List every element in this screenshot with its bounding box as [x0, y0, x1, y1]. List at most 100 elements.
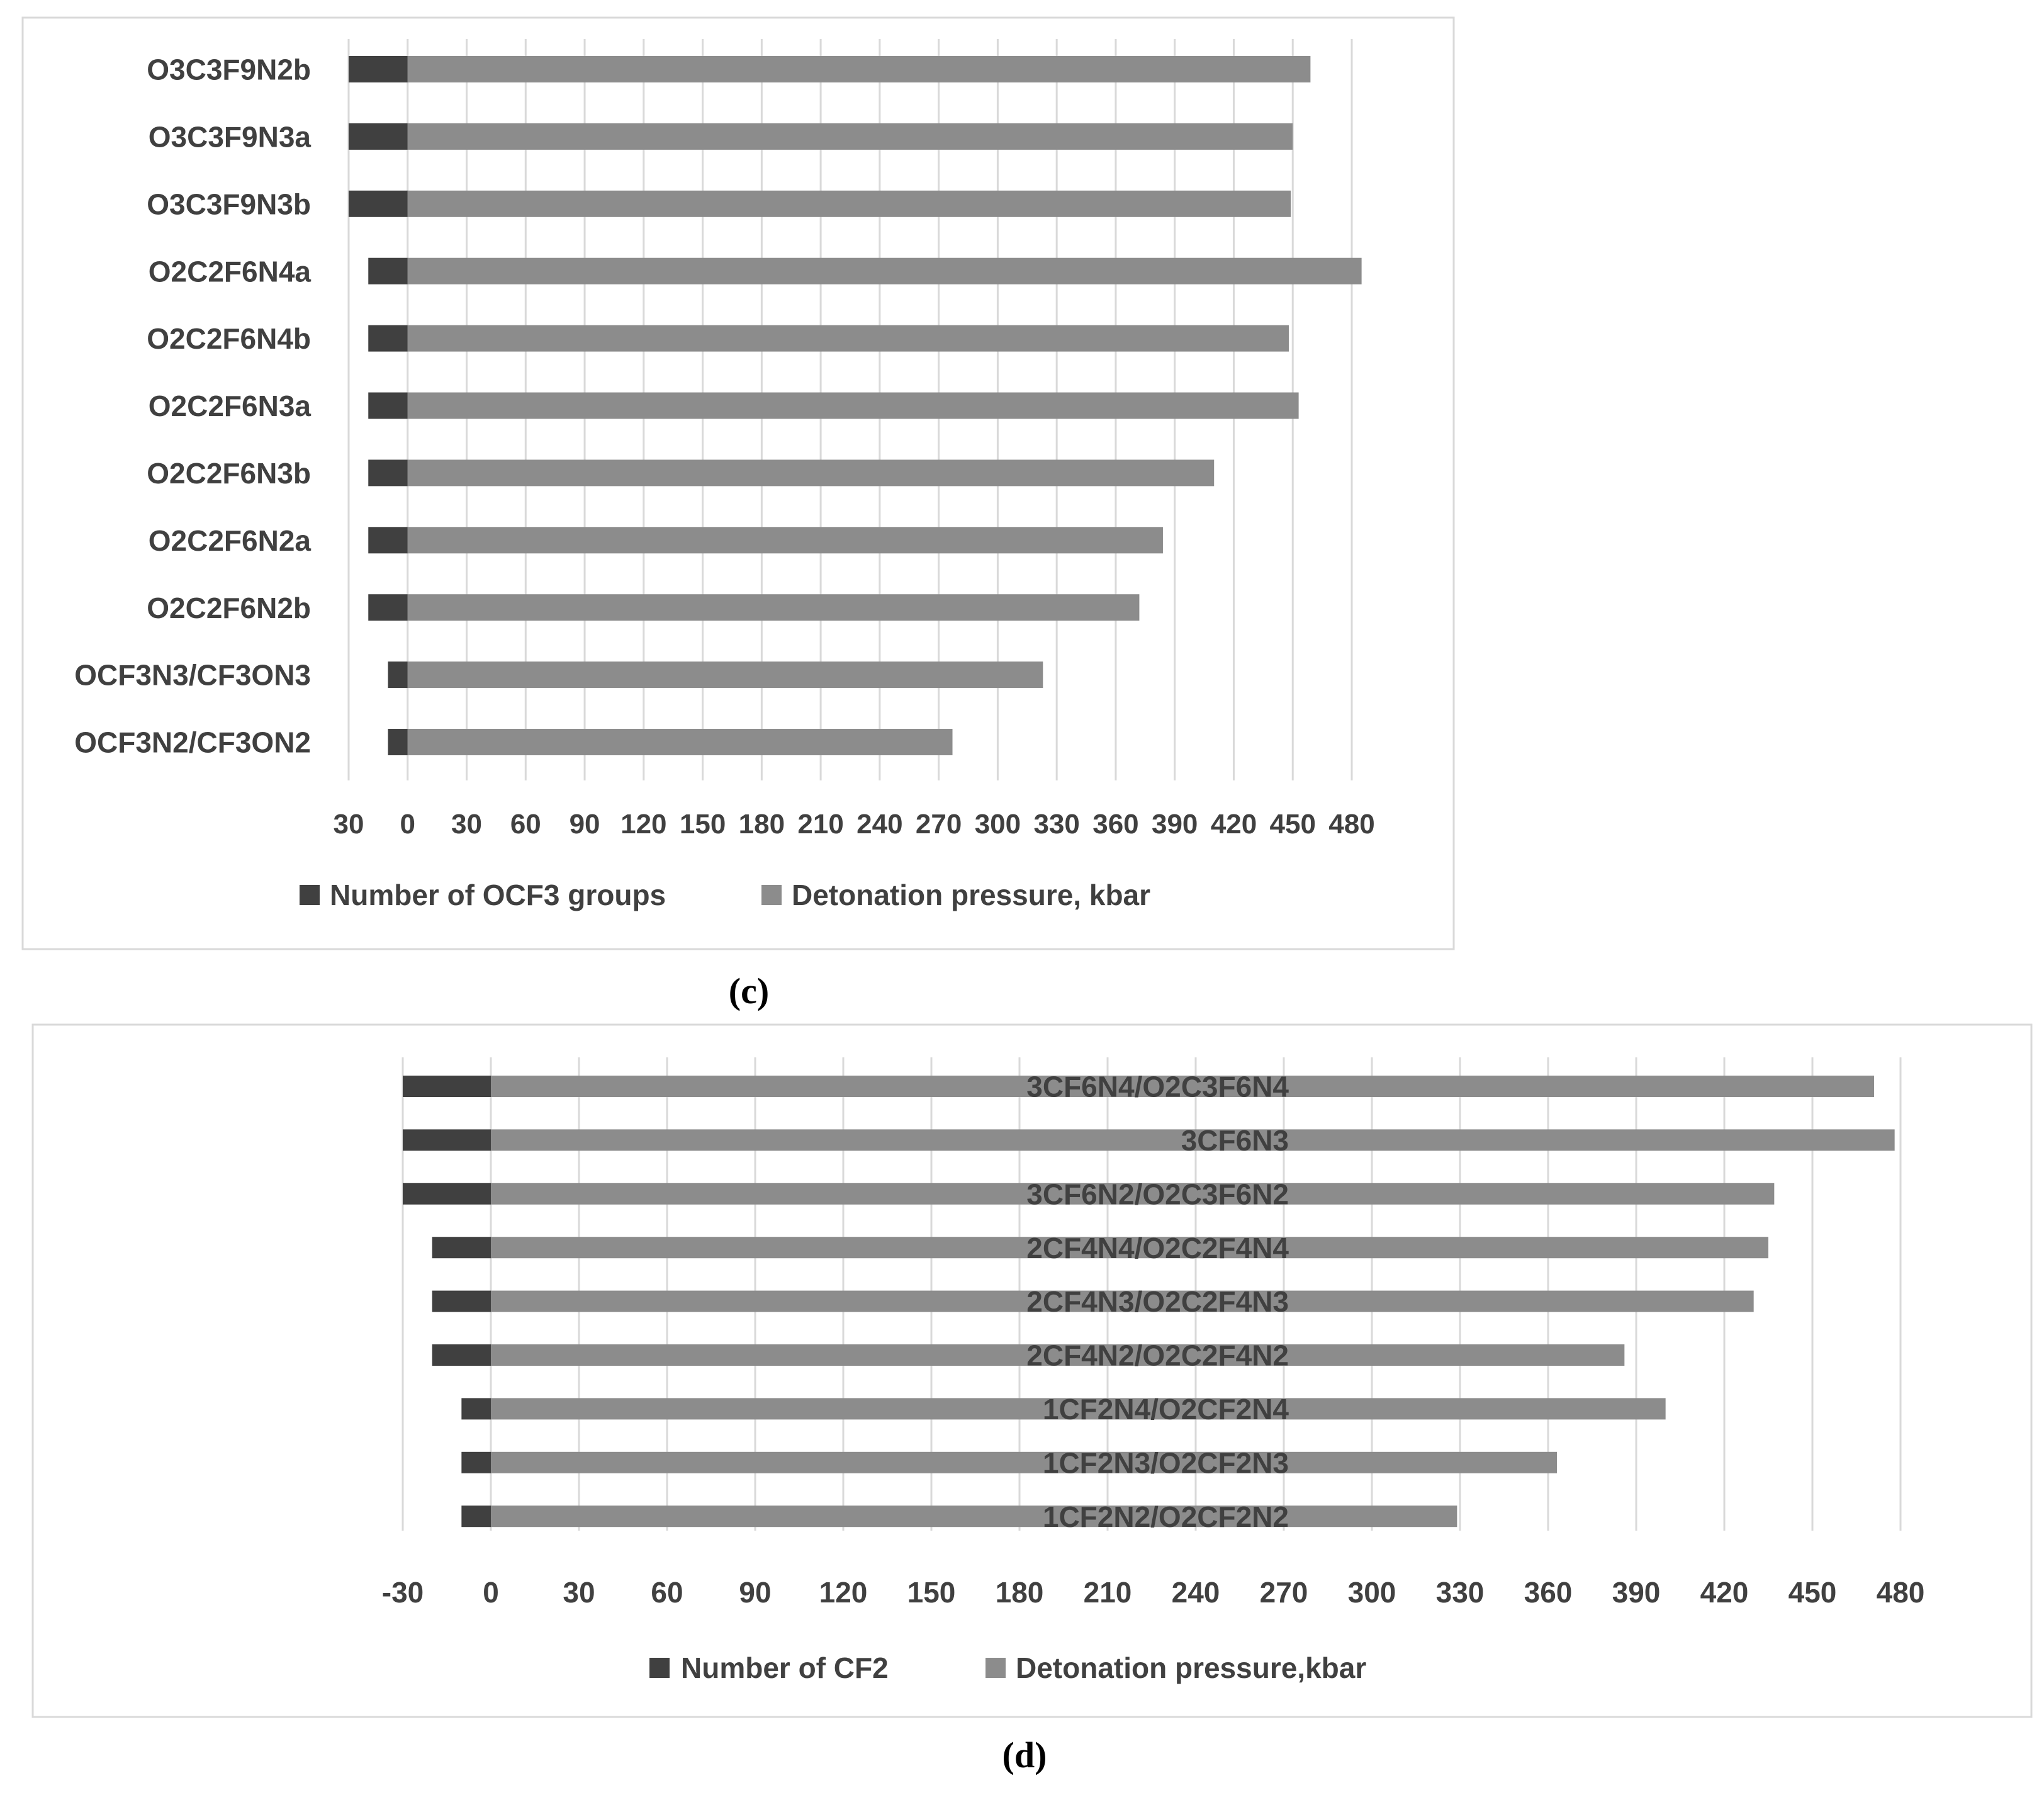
x-tick-label: 180 — [739, 809, 785, 840]
x-tick-label: 480 — [1877, 1576, 1925, 1609]
x-tick-label: 270 — [1260, 1576, 1308, 1609]
panel-d-legend: Number of CF2 Detonation pressure,kbar — [649, 1652, 1366, 1684]
x-tick-label: 360 — [1524, 1576, 1573, 1609]
bar-series2 — [407, 594, 1140, 621]
category-label: O2C2F6N3a — [149, 390, 312, 422]
bar-series2 — [407, 325, 1289, 352]
x-tick-label: 300 — [975, 809, 1021, 840]
legend-swatch-series2 — [761, 885, 782, 905]
x-tick-label: 390 — [1612, 1576, 1661, 1609]
bar-series1 — [349, 56, 408, 82]
bar-series1 — [432, 1290, 491, 1312]
category-label: O2C2F6N3b — [147, 457, 311, 490]
bar-series2 — [491, 1237, 1768, 1259]
x-tick-label: 210 — [797, 809, 843, 840]
x-tick-label: 120 — [819, 1576, 868, 1609]
category-label: 2CF4N2/O2C2F4N2 — [1026, 1339, 1289, 1372]
bar-series1 — [461, 1451, 491, 1473]
panel-c-x-tick-labels: 30 0 30 60 90 120 150 180 210 240 270 300 330 360 390 4… — [334, 809, 1375, 840]
bar-series1 — [349, 123, 408, 150]
panel-d-caption-letter: d — [1014, 1735, 1035, 1775]
category-label: O3C3F9N2b — [147, 53, 311, 86]
x-tick-label: 270 — [916, 809, 962, 840]
bar-series2 — [407, 257, 1362, 284]
x-tick-label: 90 — [739, 1576, 771, 1609]
bar-series1 — [461, 1505, 491, 1528]
legend-label-series2: Detonation pressure, kbar — [792, 879, 1150, 911]
bar-series2 — [407, 527, 1163, 554]
bar-series2 — [407, 661, 1043, 689]
x-tick-label: 120 — [620, 809, 666, 840]
category-label: 3CF6N4/O2C3F6N4 — [1026, 1071, 1289, 1103]
bar-series2 — [491, 1129, 1895, 1151]
category-label: OCF3N2/CF3ON2 — [74, 726, 311, 759]
x-tick-label: -30 — [382, 1576, 424, 1609]
legend-label-series1: Number of CF2 — [681, 1652, 889, 1684]
legend-label-series1: Number of OCF3 groups — [330, 879, 666, 911]
x-tick-label: 240 — [1172, 1576, 1220, 1609]
x-tick-label: 360 — [1092, 809, 1138, 840]
category-label: 1CF2N2/O2CF2N2 — [1043, 1500, 1289, 1533]
category-label: 1CF2N3/O2CF2N3 — [1043, 1446, 1289, 1479]
bar-series2 — [491, 1451, 1557, 1473]
panel-d-caption: (d) — [1002, 1735, 1047, 1775]
x-tick-label: 0 — [483, 1576, 499, 1609]
category-label: 3CF6N2/O2C3F6N2 — [1026, 1178, 1289, 1210]
bar-series1 — [368, 527, 408, 554]
x-tick-label: 30 — [563, 1576, 595, 1609]
x-tick-label: 450 — [1270, 809, 1316, 840]
x-tick-label: 300 — [1348, 1576, 1396, 1609]
category-label: 2CF4N4/O2C2F4N4 — [1026, 1232, 1289, 1264]
x-tick-label: 30 — [334, 809, 364, 840]
panel-d-category-labels: 3CF6N4/O2C3F6N4 3CF6N3 3CF6N2/O2C3F6N2 2CF4… — [1026, 1071, 1289, 1533]
bar-series1 — [349, 190, 408, 217]
legend-swatch-series1 — [649, 1658, 670, 1678]
category-label: OCF3N3/CF3ON3 — [74, 659, 311, 692]
x-tick-label: 60 — [510, 809, 541, 840]
x-tick-label: 150 — [907, 1576, 956, 1609]
bar-series2 — [407, 392, 1299, 419]
x-tick-label: 210 — [1084, 1576, 1132, 1609]
chart-panel-d: 3CF6N4/O2C3F6N4 3CF6N3 3CF6N2/O2C3F6N2 2CF4… — [31, 1023, 2033, 1775]
x-tick-label: 330 — [1033, 809, 1079, 840]
bar-series2 — [491, 1344, 1625, 1366]
panel-d-x-tick-labels: -30 0 30 60 90 120 150 180 210 240 270 300 330 360 390… — [382, 1576, 1925, 1609]
panel-c-category-labels: O3C3F9N2b O3C3F9N3a O3C3F9N3b O2C2F6N4a O2C2… — [74, 53, 311, 759]
x-tick-label: 450 — [1788, 1576, 1837, 1609]
bar-series2 — [407, 729, 953, 755]
bar-series1 — [368, 392, 408, 419]
x-tick-label: 330 — [1436, 1576, 1485, 1609]
category-label: 3CF6N3 — [1181, 1124, 1289, 1157]
panel-c-caption-letter: c — [741, 971, 757, 1011]
legend-label-series2: Detonation pressure,kbar — [1016, 1652, 1366, 1684]
bar-series1 — [388, 729, 408, 755]
bar-series2 — [491, 1183, 1775, 1205]
bar-series1 — [368, 257, 408, 284]
bar-series2 — [407, 459, 1215, 487]
category-label: 1CF2N4/O2CF2N4 — [1043, 1393, 1289, 1426]
category-label: O2C2F6N2a — [149, 524, 312, 557]
bar-series2 — [491, 1505, 1457, 1528]
bar-series1 — [403, 1129, 491, 1151]
chart-panel-c: O3C3F9N2b O3C3F9N3a O3C3F9N3b O2C2F6N4a O2C2… — [21, 16, 1455, 1011]
category-label: O2C2F6N4a — [149, 255, 312, 288]
category-label: O3C3F9N3b — [147, 188, 311, 220]
x-tick-label: 30 — [451, 809, 482, 840]
bar-series2 — [407, 56, 1311, 82]
x-tick-label: 150 — [680, 809, 726, 840]
bar-series2 — [491, 1398, 1666, 1420]
bar-series2 — [407, 123, 1293, 150]
x-tick-label: 480 — [1328, 809, 1374, 840]
bar-series2 — [407, 190, 1291, 217]
x-tick-label: 420 — [1700, 1576, 1749, 1609]
category-label: O2C2F6N4b — [147, 322, 311, 355]
category-label: O2C2F6N2b — [147, 592, 311, 624]
legend-swatch-series2 — [986, 1658, 1006, 1678]
x-tick-label: 60 — [651, 1576, 683, 1609]
bar-series1 — [432, 1237, 491, 1259]
panel-d-bars — [403, 1076, 1895, 1528]
bar-series1 — [368, 459, 408, 487]
panel-c-legend: Number of OCF3 groups Detonation pressur… — [300, 879, 1150, 911]
legend-swatch-series1 — [300, 885, 320, 905]
